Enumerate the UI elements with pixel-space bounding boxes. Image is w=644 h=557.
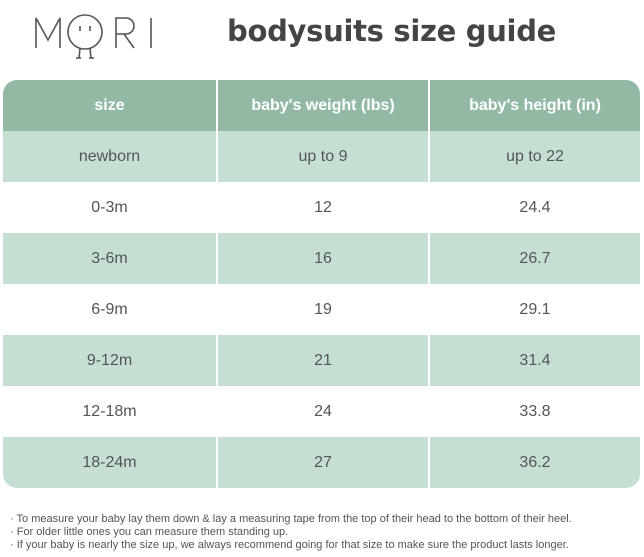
cell-height: up to 22 xyxy=(430,131,640,182)
header-height: baby's height (in) xyxy=(430,80,640,131)
cell-size: 6-9m xyxy=(91,300,128,318)
table-row: 0-3m 12 24.4 xyxy=(3,182,640,233)
table-row: 18-24m 27 36.2 xyxy=(3,437,640,488)
cell-size: 9-12m xyxy=(3,335,216,386)
note: · If your baby is nearly the size up, we… xyxy=(10,539,569,551)
cell-weight: 12 xyxy=(314,198,332,216)
cell-weight: 27 xyxy=(218,437,428,488)
cell-size: 0-3m xyxy=(91,198,128,216)
table-row: 12-18m 24 33.8 xyxy=(3,386,640,437)
cell-height: 33.8 xyxy=(519,402,551,420)
cell-weight: 21 xyxy=(218,335,428,386)
table-row: 6-9m 19 29.1 xyxy=(3,284,640,335)
header-size: size xyxy=(3,80,216,131)
cell-size: 12-18m xyxy=(82,402,137,420)
note: · To measure your baby lay them down & l… xyxy=(10,513,572,525)
cell-height: 26.7 xyxy=(430,233,640,284)
notes: · To measure your baby lay them down & l… xyxy=(10,513,572,552)
cell-height: 24.4 xyxy=(519,198,551,216)
cell-weight: 24 xyxy=(314,402,332,420)
cell-size: newborn xyxy=(3,131,216,182)
cell-height: 36.2 xyxy=(430,437,640,488)
cell-size: 3-6m xyxy=(3,233,216,284)
table-row: 9-12m 21 31.4 xyxy=(3,335,640,386)
table-header: size baby's weight (lbs) baby's height (… xyxy=(3,80,640,131)
table-row: newborn up to 9 up to 22 xyxy=(3,131,640,182)
page-title: bodysuits size guide xyxy=(227,14,557,48)
cell-weight: 19 xyxy=(314,300,332,318)
size-table: size baby's weight (lbs) baby's height (… xyxy=(3,80,640,488)
cell-weight: 16 xyxy=(218,233,428,284)
note: · For older little ones you can measure … xyxy=(10,526,289,538)
cell-height: 31.4 xyxy=(430,335,640,386)
cell-size: 18-24m xyxy=(3,437,216,488)
mori-logo xyxy=(35,14,152,59)
table-row: 3-6m 16 26.7 xyxy=(3,233,640,284)
header-weight: baby's weight (lbs) xyxy=(218,80,428,131)
cell-weight: up to 9 xyxy=(218,131,428,182)
cell-height: 29.1 xyxy=(519,300,551,318)
